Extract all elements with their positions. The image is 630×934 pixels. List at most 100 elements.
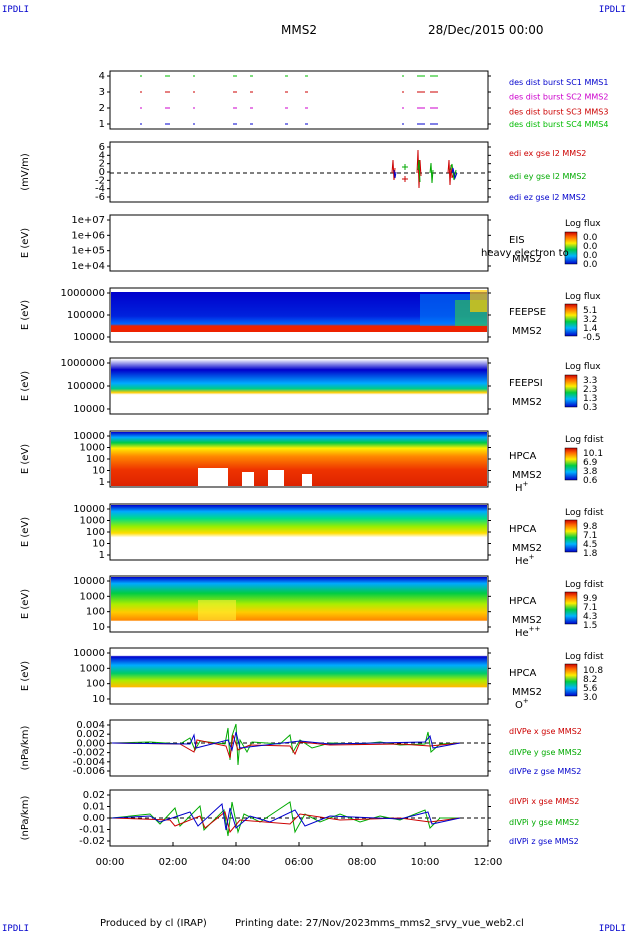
- edi-legend-item: edi ey gse l2 MMS2: [509, 172, 587, 181]
- edi-ytick-label: 4: [99, 150, 105, 161]
- footer-filename: mms_mms2_srvy_vue_web2.cl: [370, 918, 524, 929]
- hpca_hepp-colorbar-tick: 4.3: [583, 612, 597, 622]
- eis-ytick-label: 1e+06: [71, 230, 105, 241]
- hpca-o-panel: [109, 647, 489, 705]
- hpca_he-colorbar-tick: 7.1: [583, 531, 597, 541]
- hpca_h-spacecraft-label: MMS2: [512, 470, 542, 481]
- hpca_hepp-species-label: He++: [515, 625, 541, 639]
- hpca-hepp-colorbar: [564, 591, 578, 625]
- hpca_o-ytick-label: 10000: [73, 648, 105, 659]
- hpca-h-panel: [109, 430, 489, 488]
- feepsi-ylabel: E (eV): [20, 371, 31, 401]
- eis-panel: [109, 214, 489, 272]
- edi-ytick-label: 0: [99, 167, 105, 178]
- feepse-spacecraft-label: MMS2: [512, 326, 542, 337]
- eis-colorbar: [564, 231, 578, 265]
- hpca_hepp-ytick-label: 100: [86, 607, 105, 618]
- corner-label-bottom-right: IPDLI: [598, 924, 626, 934]
- feepse-ytick-label: 100000: [67, 310, 105, 321]
- plot-spacecraft-title: MMS2: [281, 23, 317, 37]
- burst-legend-item: des dist burst SC4 MMS4: [509, 120, 608, 129]
- divpi-ytick-label: 0.02: [83, 790, 105, 801]
- hpca_o-ytick-label: 10: [92, 694, 105, 705]
- feepse-colorbar-tick: 5.1: [583, 306, 597, 316]
- feepse-colorbar-tick: 3.2: [583, 315, 597, 325]
- divpi-ytick-label: -0.02: [79, 836, 105, 847]
- edi-ytick-label: -4: [95, 184, 105, 195]
- feepse-instrument-label: FEEPSE: [509, 307, 546, 318]
- hpca_hepp-ylabel: E (eV): [20, 589, 31, 619]
- edi-ylabel: (mV/m): [20, 153, 31, 191]
- hpca_he-colorbar-title: Log fdist: [565, 508, 604, 518]
- divpi-ylabel: (nPa/km): [20, 796, 31, 841]
- hpca_hepp-colorbar-tick: 7.1: [583, 603, 597, 613]
- burst-legend-item: des dist burst SC1 MMS1: [509, 78, 608, 87]
- hpca_h-ylabel: E (eV): [20, 444, 31, 474]
- hpca-hepp-panel: [109, 575, 489, 633]
- edi-traces: [391, 149, 458, 189]
- hpca_h-ytick-label: 10000: [73, 431, 105, 442]
- divpe-panel: [109, 719, 489, 777]
- hpca_he-spacecraft-label: MMS2: [512, 543, 542, 554]
- corner-label-top-right: IPDLI: [598, 5, 626, 15]
- hpca_hepp-ytick-label: 10: [92, 622, 105, 633]
- divpi-traces: [111, 801, 461, 837]
- eis-colorbar-tick: 0.0: [583, 233, 598, 243]
- divpe-ytick-label: -0.006: [73, 766, 105, 777]
- hpca_h-instrument-label: HPCA: [509, 451, 537, 462]
- hpca_he-ytick-label: 100: [86, 527, 105, 538]
- feepse-ylabel: E (eV): [20, 300, 31, 330]
- divpe-ylabel: (nPa/km): [20, 726, 31, 771]
- feepsi-ytick-label: 10000: [73, 404, 105, 415]
- eis-ytick-label: 1e+04: [71, 261, 105, 272]
- hpca_he-ytick-label: 1000: [80, 516, 105, 527]
- eis-colorbar-tick: 0.0: [583, 260, 598, 270]
- x-axis-tick-label: 12:00: [474, 857, 503, 868]
- eis-ytick-label: 1e+07: [71, 215, 105, 226]
- divpi-ytick-label: 0.01: [83, 802, 105, 813]
- hpca_he-ytick-label: 10: [92, 539, 105, 550]
- burst-panel: [109, 70, 489, 130]
- hpca-he-panel: [109, 503, 489, 561]
- feepsi-colorbar-tick: 2.3: [583, 385, 597, 395]
- hpca_he-colorbar-tick: 4.5: [583, 540, 597, 550]
- feepsi-spacecraft-label: MMS2: [512, 397, 542, 408]
- plot-date-title: 28/Dec/2015 00:00: [428, 23, 544, 37]
- hpca_hepp-colorbar-tick: 1.5: [583, 621, 597, 631]
- x-axis-tick-label: 04:00: [222, 857, 251, 868]
- feepsi-colorbar-tick: 0.3: [583, 403, 597, 413]
- feepsi-colorbar-tick: 3.3: [583, 376, 597, 386]
- hpca-h-colorbar: [564, 447, 578, 481]
- feepse-ytick-label: 1000000: [60, 288, 105, 299]
- corner-label-top-left: IPDLI: [2, 5, 30, 15]
- hpca_he-colorbar-tick: 9.8: [583, 522, 598, 532]
- hpca_h-colorbar-tick: 6.9: [583, 458, 598, 468]
- feepsi-ytick-label: 100000: [67, 381, 105, 392]
- burst-legend-item: des dist burst SC2 MMS2: [509, 93, 608, 102]
- x-axis-tick-label: 06:00: [285, 857, 314, 868]
- hpca_o-spacecraft-label: MMS2: [512, 687, 542, 698]
- burst-ytick-label: 4: [99, 71, 105, 82]
- divpe-ytick-label: -0.002: [73, 748, 105, 759]
- divpe-ytick-label: -0.004: [73, 757, 105, 768]
- x-axis-tick-label: 08:00: [348, 857, 377, 868]
- burst-legend-item: des dist burst SC3 MMS3: [509, 107, 608, 116]
- hpca_hepp-ytick-label: 1000: [80, 591, 105, 602]
- feepsi-colorbar-tick: 1.3: [583, 394, 597, 404]
- x-axis-tick-label: 00:00: [96, 857, 125, 868]
- feepsi-colorbar-title: Log flux: [565, 362, 601, 372]
- hpca_h-ytick-label: 1000: [80, 443, 105, 454]
- hpca_h-colorbar-tick: 0.6: [583, 476, 598, 486]
- divpi-legend-item: dIVPi z gse MMS2: [509, 837, 579, 846]
- eis-spacecraft-label: MMS2: [512, 254, 542, 265]
- feepsi-colorbar: [564, 374, 578, 408]
- edi-ytick-label: -2: [95, 175, 105, 186]
- hpca_he-instrument-label: HPCA: [509, 524, 537, 535]
- hpca_o-instrument-label: HPCA: [509, 668, 537, 679]
- feepsi-instrument-label: FEEPSI: [509, 378, 543, 389]
- hpca_o-ylabel: E (eV): [20, 661, 31, 691]
- divpe-legend-item: dIVPe y gse MMS2: [509, 748, 582, 757]
- eis-instrument-label: EIS: [509, 235, 525, 246]
- feepse-colorbar-tick: 1.4: [583, 324, 598, 334]
- hpca_o-ytick-label: 1000: [80, 663, 105, 674]
